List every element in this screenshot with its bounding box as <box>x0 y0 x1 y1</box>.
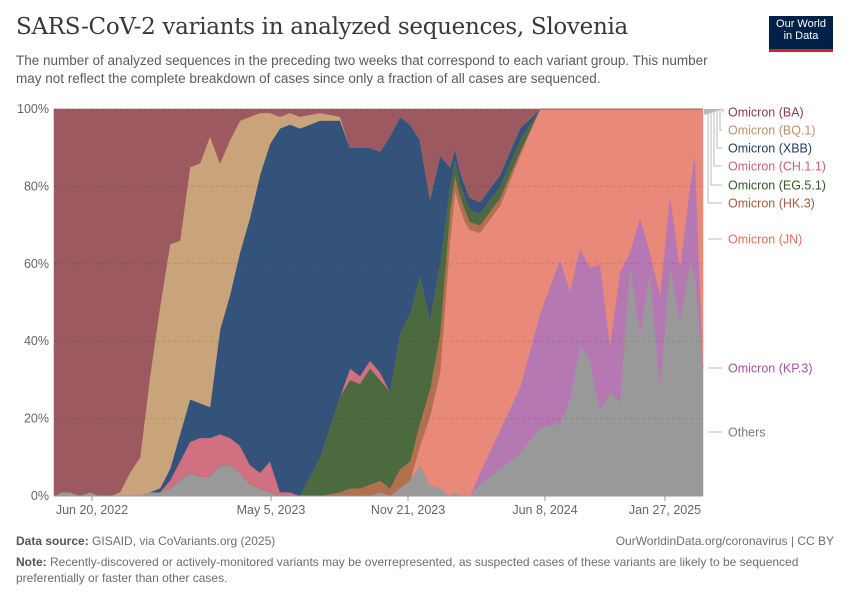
source-text[interactable]: GISAID, via CoVariants.org (2025) <box>92 534 276 548</box>
legend-label-omicron-ch-1-1-[interactable]: Omicron (CH.1.1) <box>728 160 826 174</box>
legend-label-omicron-hk-3-[interactable]: Omicron (HK.3) <box>728 197 815 211</box>
data-source: Data source: GISAID, via CoVariants.org … <box>16 534 275 548</box>
y-tick-label: 0% <box>31 489 49 503</box>
legend-connector <box>704 111 722 167</box>
source-label: Data source: <box>16 534 89 548</box>
credit-link[interactable]: OurWorldinData.org/coronavirus | CC BY <box>615 534 834 548</box>
legend-connector <box>704 113 722 204</box>
x-tick-label: Jan 27, 2025 <box>629 503 701 517</box>
x-tick-label: Jun 8, 2024 <box>512 503 577 517</box>
area-omicron-ba-[interactable] <box>53 108 703 497</box>
x-tick-label: May 5, 2023 <box>237 503 306 517</box>
y-tick-label: 20% <box>24 412 49 426</box>
legend-label-others[interactable]: Others <box>728 426 766 440</box>
logo-line-1: Our World <box>776 18 826 30</box>
x-tick-label: Nov 21, 2023 <box>371 503 445 517</box>
x-tick-label: Jun 20, 2022 <box>56 503 128 517</box>
legend-label-omicron-eg-5-1-[interactable]: Omicron (EG.5.1) <box>728 179 826 193</box>
legend-label-omicron-bq-1-[interactable]: Omicron (BQ.1) <box>728 124 816 138</box>
owid-logo[interactable]: Our World in Data <box>769 16 833 52</box>
logo-line-2: in Data <box>783 30 819 42</box>
legend-label-omicron-kp-3-[interactable]: Omicron (KP.3) <box>728 362 813 376</box>
note-label: Note: <box>16 555 47 569</box>
chart-title: SARS-CoV-2 variants in analyzed sequence… <box>16 14 628 40</box>
legend-label-omicron-xbb-[interactable]: Omicron (XBB) <box>728 142 812 156</box>
legend-connector <box>704 112 722 186</box>
legend-label-omicron-ba-[interactable]: Omicron (BA) <box>728 106 804 120</box>
note: Note: Recently-discovered or actively-mo… <box>16 554 816 586</box>
chart-subtitle: The number of analyzed sequences in the … <box>16 53 708 86</box>
y-tick-label: 60% <box>24 257 49 271</box>
y-tick-label: 80% <box>24 179 49 193</box>
legend-connector <box>704 110 722 149</box>
legend-connector <box>704 109 722 131</box>
legend-label-omicron-jn-[interactable]: Omicron (JN) <box>728 233 802 247</box>
y-tick-label: 40% <box>24 334 49 348</box>
y-tick-label: 100% <box>17 102 49 116</box>
note-text: Recently-discovered or actively-monitore… <box>16 555 799 585</box>
